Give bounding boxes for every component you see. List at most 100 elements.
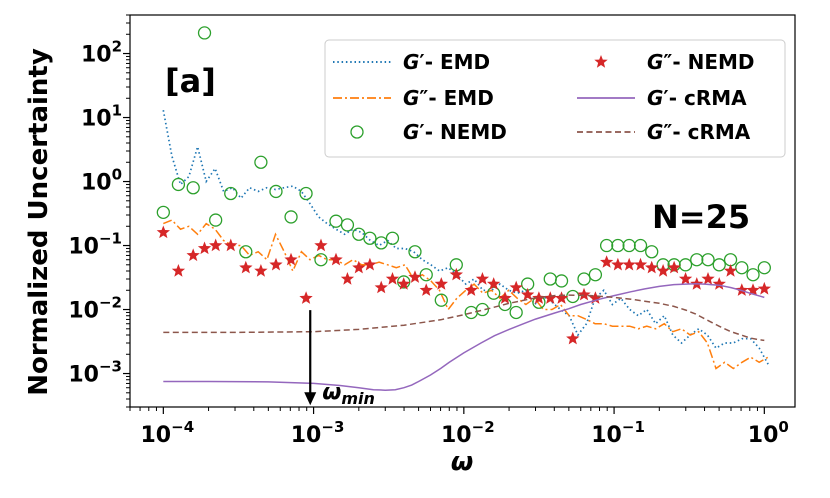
panel-label: [a] — [165, 62, 216, 100]
data-point — [156, 205, 170, 219]
legend-label-text: - cRMA — [669, 86, 747, 110]
y-tick-label: 100 — [81, 166, 122, 196]
data-point — [363, 231, 377, 245]
data-point — [487, 286, 501, 300]
data-point — [239, 260, 253, 274]
x-tick-label: 10−1 — [591, 418, 645, 448]
legend-marker — [594, 55, 608, 68]
series-line — [162, 110, 769, 365]
y-tick-label-exponent: −3 — [99, 358, 122, 376]
data-point — [352, 260, 366, 274]
data-point — [254, 264, 268, 277]
y-tick-label-base: 10 — [68, 299, 99, 324]
data-point — [171, 177, 186, 192]
legend-entry-3: G″- NEMD — [594, 50, 755, 74]
x-tick-label-exponent: −2 — [472, 418, 495, 436]
legend-label-text: - EMD — [428, 86, 493, 110]
legend-entry-4: G′- cRMA — [577, 86, 747, 110]
data-point — [757, 261, 771, 275]
data-point — [678, 272, 693, 285]
y-tick-label-exponent: 0 — [112, 166, 122, 184]
data-point — [254, 155, 268, 169]
x-tick-label-base: 10 — [441, 423, 472, 448]
x-tick-label: 10−3 — [291, 418, 345, 448]
data-point — [588, 291, 603, 304]
y-tick-label-exponent: 1 — [112, 102, 122, 120]
data-point — [543, 291, 557, 304]
omega-min-label: ωmin — [322, 380, 375, 408]
data-point — [723, 264, 738, 277]
data-point — [735, 261, 749, 275]
series-layer — [156, 26, 771, 391]
data-point — [239, 245, 253, 259]
data-point — [735, 283, 749, 296]
arrow-head — [304, 392, 317, 406]
data-point — [701, 272, 715, 285]
data-point — [667, 260, 681, 274]
data-point — [532, 291, 546, 304]
data-point — [385, 272, 400, 285]
data-point — [554, 291, 569, 304]
legend-label: G″- cRMA — [647, 120, 751, 144]
data-point — [434, 277, 448, 290]
data-point — [224, 238, 238, 252]
data-point — [656, 264, 670, 277]
data-point — [419, 283, 433, 296]
data-point — [588, 268, 603, 282]
data-point — [314, 253, 328, 267]
x-tick-label-base: 10 — [748, 423, 779, 448]
data-point — [197, 241, 212, 255]
data-point — [521, 287, 535, 301]
data-point — [397, 277, 411, 290]
series-5 — [163, 294, 765, 342]
y-tick-label-exponent: −1 — [99, 230, 122, 248]
plot-frame — [129, 14, 796, 408]
data-point — [224, 186, 238, 201]
legend-entry-1: G″- EMD — [333, 86, 494, 110]
data-point — [678, 258, 693, 272]
data-point — [209, 238, 223, 252]
legend-label-prime: ′ — [663, 86, 668, 110]
data-point — [171, 264, 186, 277]
x-tick-label-exponent: −3 — [321, 418, 344, 436]
data-point — [299, 291, 313, 304]
data-point — [577, 287, 591, 301]
y-tick-label-base: 10 — [81, 171, 112, 196]
legend-label: G″- NEMD — [647, 50, 755, 74]
legend-label-symbol: G — [647, 86, 663, 110]
data-point — [509, 280, 523, 294]
data-point — [645, 260, 659, 274]
data-point — [487, 277, 501, 290]
data-point — [284, 210, 298, 224]
data-point — [509, 305, 523, 320]
omega-min-annotation: ωmin — [304, 310, 375, 408]
y-tick-label-base: 10 — [81, 107, 112, 132]
legend-label: G′- EMD — [403, 50, 490, 74]
omega-min-subscript: min — [341, 389, 375, 408]
data-point — [374, 280, 388, 294]
legend-label: G″- EMD — [403, 86, 494, 110]
data-point — [314, 238, 328, 252]
data-point — [475, 302, 490, 317]
data-point — [746, 283, 760, 296]
legend-label-text: - NEMD — [425, 120, 507, 144]
data-point — [385, 231, 400, 245]
data-point — [340, 272, 355, 285]
data-point — [600, 255, 614, 268]
legend-label-prime: ″ — [663, 50, 672, 74]
y-axis-label: Normalized Uncertainty — [24, 48, 54, 396]
data-point — [269, 184, 283, 199]
legend-label-symbol: G — [403, 50, 419, 74]
data-point — [622, 257, 636, 271]
series-4 — [163, 283, 765, 391]
legend-label-symbol: G — [403, 120, 419, 144]
data-point — [599, 238, 614, 253]
x-tick-label-exponent: 0 — [778, 418, 788, 436]
legend-label-symbol: G — [403, 86, 419, 110]
legend-label: G′- cRMA — [647, 86, 747, 110]
data-point — [611, 257, 625, 271]
data-point — [197, 26, 212, 40]
series-3 — [156, 225, 771, 345]
